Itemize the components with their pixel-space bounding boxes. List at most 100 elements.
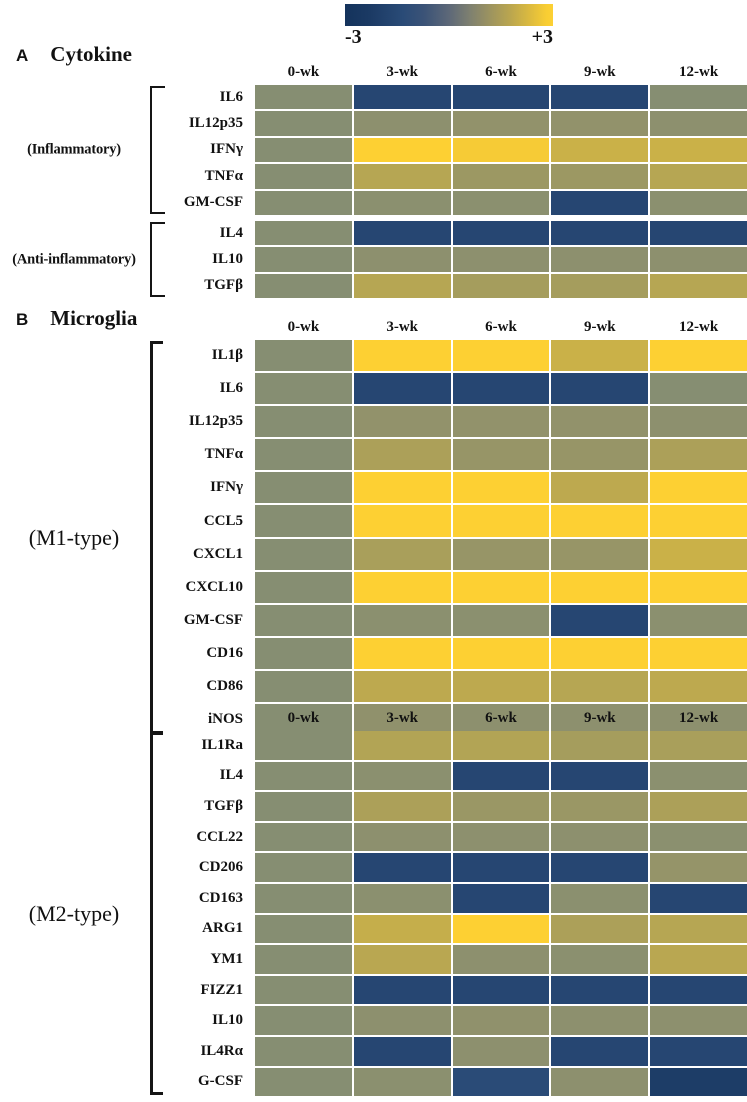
column-header: 0-wk bbox=[287, 319, 320, 335]
heatmap-cell bbox=[650, 1067, 747, 1097]
heatmap-cell bbox=[353, 883, 451, 913]
heatmap-cell bbox=[551, 247, 649, 272]
column-header: 9-wk bbox=[583, 64, 616, 80]
heatmap-cell bbox=[551, 1067, 649, 1097]
heatmap-cell bbox=[551, 914, 649, 944]
heatmap-cell bbox=[452, 111, 550, 136]
heatmap-cell bbox=[452, 1067, 550, 1097]
heatmap-cell bbox=[353, 164, 451, 189]
heatmap-cell bbox=[353, 945, 451, 974]
heatmap-cell bbox=[353, 273, 451, 299]
row-label: CCL22 bbox=[196, 828, 243, 845]
heatmap-cell bbox=[650, 822, 747, 852]
heatmap-cell bbox=[650, 190, 747, 215]
heatmap-cell bbox=[551, 538, 649, 570]
heatmap-row: IL10 bbox=[0, 1006, 747, 1035]
heatmap-cell bbox=[551, 704, 649, 736]
row-group: (Anti-inflammatory) IL4 IL10 TGFβ bbox=[0, 220, 747, 299]
heatmap-row: TNFα bbox=[0, 439, 747, 471]
heatmap-cell bbox=[551, 604, 649, 636]
heatmap-row: CXCL10 bbox=[0, 571, 747, 603]
heatmap-cell bbox=[551, 406, 649, 438]
heatmap-row: IL10 bbox=[0, 247, 747, 272]
heatmap-cell bbox=[353, 85, 451, 110]
heatmap-cell bbox=[551, 1036, 649, 1066]
column-header: 12-wk bbox=[679, 64, 719, 80]
heatmap-cell bbox=[353, 190, 451, 215]
colorbar-gradient bbox=[345, 4, 553, 26]
heatmap-cell bbox=[551, 637, 649, 669]
heatmap-cell bbox=[353, 137, 451, 163]
heatmap-column-headers: 0-wk 3-wk 6-wk 9-wk 12-wk bbox=[0, 58, 747, 85]
heatmap-cell bbox=[452, 373, 550, 405]
colorbar-max-label: +3 bbox=[531, 26, 553, 48]
row-label: IL10 bbox=[212, 251, 243, 268]
panel-a-word: Cytokine bbox=[50, 42, 132, 66]
row-label: IL1β bbox=[211, 347, 243, 364]
column-header: 12-wk bbox=[679, 710, 719, 726]
heatmap-cell bbox=[551, 792, 649, 821]
heatmap-cell bbox=[353, 538, 451, 570]
heatmap-cell bbox=[452, 975, 550, 1005]
heatmap-cytokine: 0-wk 3-wk 6-wk 9-wk 12-wk (Inflammatory) IL6 IL… bbox=[0, 58, 747, 299]
group-bracket bbox=[150, 86, 165, 214]
heatmap-cell bbox=[255, 190, 352, 215]
heatmap-cell bbox=[650, 975, 747, 1005]
heatmap-cell bbox=[551, 273, 649, 299]
heatmap-cell bbox=[551, 111, 649, 136]
heatmap-cell bbox=[650, 637, 747, 669]
heatmap-cell bbox=[650, 1036, 747, 1066]
heatmap-cell bbox=[452, 406, 550, 438]
heatmap-cell bbox=[255, 373, 352, 405]
row-label: CD206 bbox=[198, 859, 243, 876]
heatmap-cell bbox=[551, 1006, 649, 1035]
row-label: IL6 bbox=[219, 380, 243, 397]
heatmap-cell bbox=[353, 1036, 451, 1066]
heatmap-cell bbox=[452, 472, 550, 504]
heatmap-row: TGFβ bbox=[0, 792, 747, 821]
panel-b-title: B Microglia bbox=[16, 306, 137, 331]
heatmap-cell bbox=[650, 571, 747, 603]
panel-b-word: Microglia bbox=[50, 306, 138, 330]
heatmap-cell bbox=[650, 604, 747, 636]
heatmap-row: FIZZ1 bbox=[0, 975, 747, 1005]
row-group: (Inflammatory) IL6 IL12p35 IFNγ TNFα GM-CSF bbox=[0, 85, 747, 215]
row-group: (M2-type) IL1Ra IL4 TGFβ CCL22 CD206 CD163 ARG1… bbox=[0, 731, 747, 1097]
row-label: TGFβ bbox=[204, 797, 243, 814]
heatmap-cell bbox=[452, 945, 550, 974]
heatmap-cell bbox=[353, 439, 451, 471]
heatmap-cell bbox=[255, 472, 352, 504]
heatmap-cell bbox=[255, 571, 352, 603]
heatmap-cell bbox=[650, 883, 747, 913]
row-label: IL10 bbox=[212, 1012, 243, 1029]
heatmap-row: CCL22 bbox=[0, 822, 747, 852]
heatmap-cell bbox=[551, 670, 649, 703]
heatmap-cell bbox=[255, 538, 352, 570]
heatmap-cell bbox=[353, 637, 451, 669]
heatmap-cell bbox=[650, 505, 747, 537]
heatmap-cell bbox=[650, 670, 747, 703]
heatmap-cell bbox=[551, 761, 649, 791]
row-label: IFNγ bbox=[210, 141, 243, 158]
heatmap-cell bbox=[255, 340, 352, 372]
heatmap-cell bbox=[551, 85, 649, 110]
heatmap-cell bbox=[452, 704, 550, 736]
heatmap-cell bbox=[255, 164, 352, 189]
heatmap-cell bbox=[452, 1036, 550, 1066]
heatmap-cell bbox=[650, 914, 747, 944]
heatmap-row: CD16 bbox=[0, 637, 747, 669]
heatmap-cell bbox=[551, 137, 649, 163]
heatmap-row: CD206 bbox=[0, 853, 747, 882]
heatmap-cell bbox=[650, 111, 747, 136]
heatmap-cell bbox=[551, 853, 649, 882]
heatmap-row: CD86 bbox=[0, 670, 747, 703]
heatmap-row: IL6 bbox=[0, 85, 747, 110]
column-header: 9-wk bbox=[583, 710, 616, 726]
heatmap-cell bbox=[353, 822, 451, 852]
heatmap-cell bbox=[353, 111, 451, 136]
heatmap-cell bbox=[650, 137, 747, 163]
heatmap-cell bbox=[650, 220, 747, 246]
heatmap-cell bbox=[255, 273, 352, 299]
heatmap-cell bbox=[452, 883, 550, 913]
heatmap-microglia-m1: 0-wk 3-wk 6-wk 9-wk 12-wk (M1-type) IL1β IL6 IL1… bbox=[0, 310, 747, 736]
